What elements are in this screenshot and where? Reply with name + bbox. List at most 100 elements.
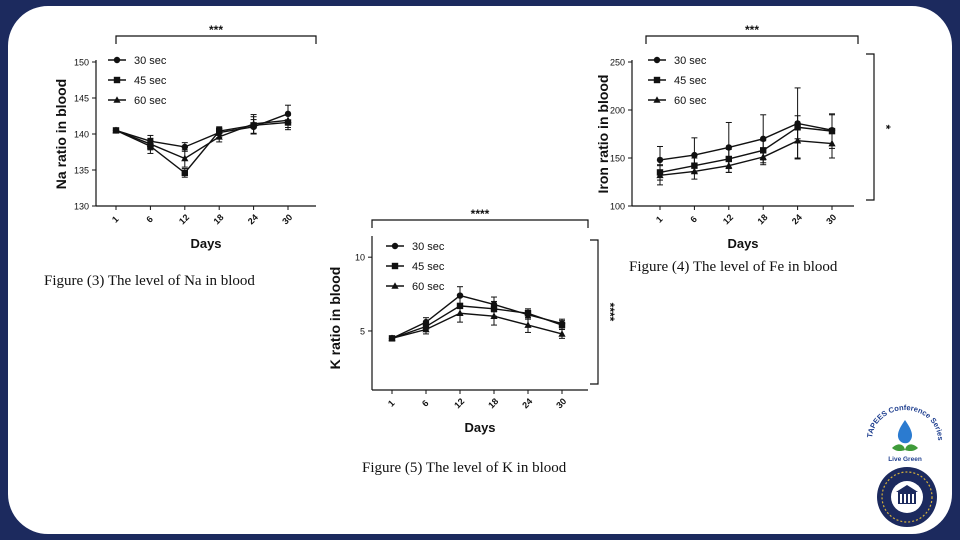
series-line [659,140,833,176]
data-point [690,167,698,175]
legend-label: 60 sec [134,95,167,107]
x-axis-label: Days [727,236,758,251]
data-point [181,143,188,151]
series-45-sec [388,296,566,342]
x-tick-label: 18 [486,396,500,410]
data-point [216,127,223,135]
fe-caption: Figure (4) The level of Fe in blood [629,259,838,275]
significance-bracket [590,239,599,385]
na-caption: Figure (3) The level of Na in blood [44,273,255,289]
data-point [284,116,292,124]
data-point [558,330,566,337]
legend-marker [391,282,399,289]
data-point [112,126,120,134]
y-tick-label: 135 [74,166,89,176]
series-line [391,305,563,340]
y-axis-label: Iron ratio in blood [595,75,611,194]
x-tick-label: 1 [654,214,665,225]
x-tick-label: 12 [177,212,191,226]
slide-content-area [6,4,954,536]
significance-bracket [371,219,589,228]
x-tick-label: 18 [755,212,769,226]
legend-label: 45 sec [412,261,445,273]
x-axis-label: Days [464,420,495,435]
legend-label: 45 sec [674,75,707,87]
x-axis-label: Days [190,236,221,251]
data-point [250,120,258,127]
significance-label: *** [745,23,759,37]
legend-label: 30 sec [674,55,707,67]
legend-marker [391,242,399,250]
legend-marker [113,76,121,84]
series-60-sec [656,122,836,186]
k-caption: Figure (5) The level of K in blood [362,460,567,476]
series-45-sec [656,113,836,181]
significance-label: *** [209,23,223,37]
y-tick-label: 150 [74,58,89,68]
conference-logo: TAPEES Conference Series Live Green [865,403,945,463]
x-tick-label: 18 [211,212,225,226]
series-line [659,126,833,174]
data-point [456,309,464,317]
legend-marker [113,56,121,64]
data-point [215,133,223,140]
legend-marker [653,96,661,103]
x-tick-label: 12 [452,396,466,410]
significance-label: **** [603,303,617,322]
conference-logo-caption: Live Green [888,456,922,463]
x-tick-label: 6 [688,214,699,225]
data-point [691,151,698,159]
leaf-icon [892,444,905,452]
data-point [656,171,664,179]
water-drop-icon [897,420,913,444]
legend-marker [653,76,661,84]
data-point [558,321,566,329]
legend-label: 45 sec [134,75,167,87]
y-tick-label: 130 [74,202,89,212]
series-line [115,119,289,160]
series-60-sec [388,303,566,342]
data-point [422,325,430,333]
y-tick-label: 140 [74,130,89,140]
x-tick-label: 12 [721,212,735,226]
y-tick-label: 145 [74,94,89,104]
university-seal-icon [877,467,937,527]
data-point [524,321,532,328]
series-line [391,312,563,340]
data-point [828,139,836,147]
x-tick-label: 24 [790,212,804,226]
series-line [659,122,833,161]
data-point [759,153,767,160]
data-point [490,312,498,320]
y-axis-label: Na ratio in blood [53,79,69,189]
x-tick-label: 6 [420,398,431,409]
data-point [181,169,188,177]
y-axis-label: K ratio in blood [327,267,343,370]
x-tick-label: 6 [144,214,155,225]
significance-label: **** [471,207,490,221]
y-tick-label: 5 [360,326,365,336]
significance-bracket [115,35,317,44]
x-tick-label: 1 [110,214,121,225]
fe-chart: 100 150 200 250 1 6 12 18 24 30 Days Iron ratio in … [595,23,893,251]
data-point [524,310,532,317]
significance-label: * [879,125,893,130]
legend-marker [653,56,661,64]
data-point [794,136,802,144]
data-point [656,156,664,164]
series-60-sec [112,112,292,168]
significance-bracket [866,53,875,201]
y-tick-label: 100 [610,202,625,212]
x-tick-label: 24 [246,212,260,226]
data-point [146,140,154,147]
x-tick-label: 1 [386,398,397,409]
legend-marker [113,96,121,103]
legend-marker [391,262,399,270]
data-point [181,154,189,162]
legend-label: 60 sec [412,281,445,293]
na-chart: 130 135 140 145 150 1 6 12 18 24 30 Days Na ratio in… [53,23,317,251]
y-tick-label: 200 [610,106,625,116]
data-point [388,334,396,342]
k-chart: 5 10 1 6 12 18 24 30 Days K ratio in blood 30 sec 4… [327,207,617,435]
y-tick-label: 150 [610,154,625,164]
